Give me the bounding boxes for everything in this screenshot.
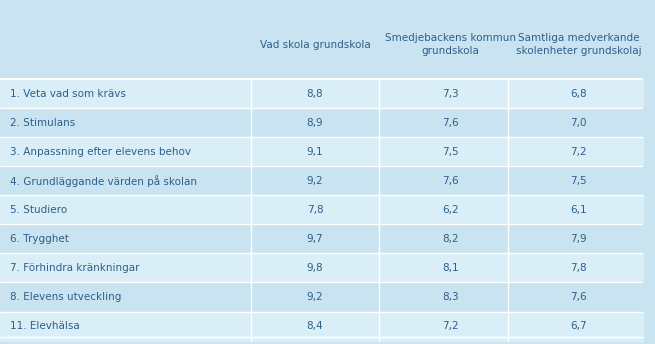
Text: 8,4: 8,4 — [307, 321, 324, 331]
Text: 1. Veta vad som krävs: 1. Veta vad som krävs — [10, 89, 126, 99]
Text: 7,5: 7,5 — [571, 176, 587, 186]
Text: 11. Elevhälsa: 11. Elevhälsa — [10, 321, 79, 331]
Text: 6,7: 6,7 — [571, 321, 587, 331]
Bar — [0, 108, 643, 137]
Text: 9,1: 9,1 — [307, 147, 324, 157]
Bar — [0, 166, 643, 195]
Text: 2. Stimulans: 2. Stimulans — [10, 118, 75, 128]
Text: 6,2: 6,2 — [441, 205, 458, 215]
Text: 8,1: 8,1 — [441, 263, 458, 273]
Text: 7,9: 7,9 — [571, 234, 587, 244]
Text: 8,8: 8,8 — [307, 89, 324, 99]
Bar — [0, 282, 643, 312]
Text: 6,8: 6,8 — [571, 89, 587, 99]
Text: 7,2: 7,2 — [441, 321, 458, 331]
Text: 8,9: 8,9 — [307, 118, 324, 128]
Text: Samtliga medverkande
skolenheter grundskolaj: Samtliga medverkande skolenheter grundsk… — [516, 33, 641, 56]
Text: 5. Studiero: 5. Studiero — [10, 205, 67, 215]
Text: 7. Förhindra kränkningar: 7. Förhindra kränkningar — [10, 263, 139, 273]
Text: 8,2: 8,2 — [441, 234, 458, 244]
Text: 6. Trygghet: 6. Trygghet — [10, 234, 69, 244]
Text: 7,8: 7,8 — [571, 263, 587, 273]
Bar — [0, 254, 643, 282]
Bar — [0, 195, 643, 224]
Text: 7,5: 7,5 — [441, 147, 458, 157]
Text: 9,2: 9,2 — [307, 176, 324, 186]
Text: 7,6: 7,6 — [441, 118, 458, 128]
Bar — [0, 79, 643, 108]
Text: 9,7: 9,7 — [307, 234, 324, 244]
Text: 7,3: 7,3 — [441, 89, 458, 99]
Text: 8. Elevens utveckling: 8. Elevens utveckling — [10, 292, 121, 302]
Bar — [0, 10, 643, 79]
Text: 7,2: 7,2 — [571, 147, 587, 157]
Text: 7,6: 7,6 — [571, 292, 587, 302]
Text: 6,1: 6,1 — [571, 205, 587, 215]
Text: 9,2: 9,2 — [307, 292, 324, 302]
Text: 8,3: 8,3 — [441, 292, 458, 302]
Text: 7,8: 7,8 — [307, 205, 324, 215]
Text: Vad skola grundskola: Vad skola grundskola — [259, 40, 371, 50]
Bar — [0, 224, 643, 254]
Bar — [0, 312, 643, 341]
Text: 4. Grundläggande värden på skolan: 4. Grundläggande värden på skolan — [10, 175, 196, 187]
Text: 7,0: 7,0 — [571, 118, 587, 128]
Text: 7,6: 7,6 — [441, 176, 458, 186]
Text: Smedjebackens kommun
grundskola: Smedjebackens kommun grundskola — [384, 33, 515, 56]
Text: 3. Anpassning efter elevens behov: 3. Anpassning efter elevens behov — [10, 147, 191, 157]
Bar — [0, 137, 643, 166]
Text: 9,8: 9,8 — [307, 263, 324, 273]
